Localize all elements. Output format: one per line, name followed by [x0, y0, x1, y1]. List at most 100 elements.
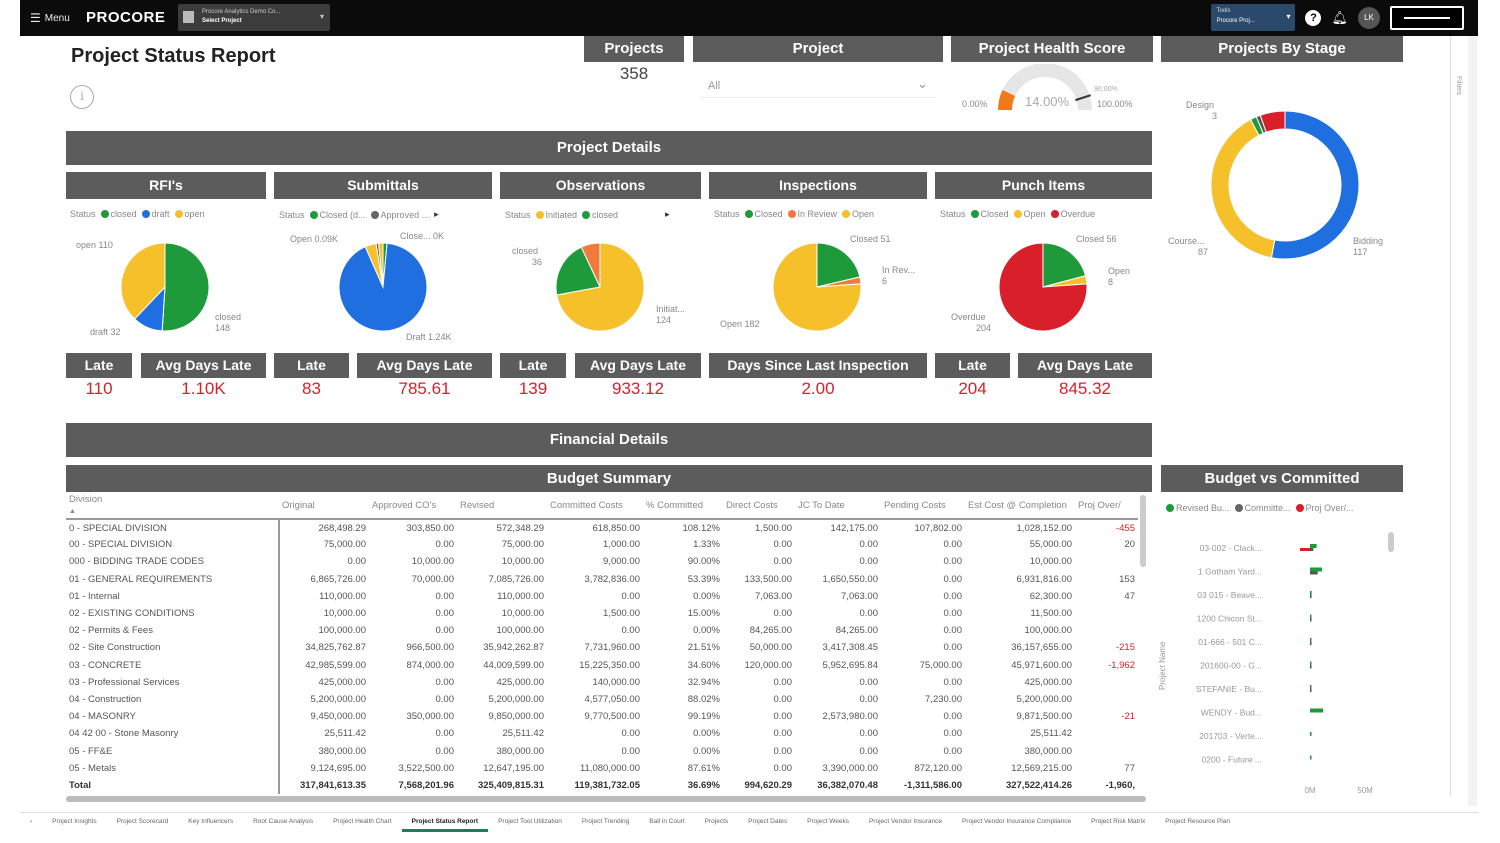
- revised-budget-bar[interactable]: [1310, 732, 1312, 736]
- column-header[interactable]: Approved CO's: [369, 492, 457, 520]
- report-tab[interactable]: Project Vendor Insurance: [868, 818, 942, 825]
- table-row[interactable]: 000 - BIDDING TRADE CODES 0.00 10,000.00 10…: [66, 553, 1138, 571]
- punch-items-pie-chart[interactable]: [998, 242, 1088, 332]
- committed-bar[interactable]: [1310, 571, 1318, 575]
- committed-bar[interactable]: [1310, 689, 1312, 692]
- table-row[interactable]: 02 - Permits & Fees 100,000.00 0.00 100,000…: [66, 622, 1138, 640]
- table-row[interactable]: 04 42 00 - Stone Masonry 25,511.42 0.00 25,…: [66, 725, 1138, 743]
- committed-bar[interactable]: [1310, 642, 1312, 645]
- column-header[interactable]: % Committed: [643, 492, 723, 520]
- chart-scrollbar[interactable]: [1388, 532, 1394, 552]
- legend-item-closed[interactable]: Closed: [744, 209, 783, 219]
- punch-slice-2[interactable]: [998, 242, 1088, 332]
- table-row[interactable]: 01 - GENERAL REQUIREMENTS 6,865,726.00 70,…: [66, 570, 1138, 588]
- report-tab[interactable]: Project Status Report: [401, 813, 489, 832]
- report-tab[interactable]: Projects: [704, 818, 729, 825]
- info-icon[interactable]: i: [70, 85, 94, 109]
- legend-item-initiated[interactable]: Initiated: [535, 210, 577, 220]
- inspections-slice-0[interactable]: [816, 242, 861, 288]
- projects-by-stage-donut[interactable]: [1200, 100, 1370, 270]
- legend-item-committed[interactable]: Committe...: [1234, 503, 1291, 513]
- stage-slice-4[interactable]: [1259, 110, 1286, 133]
- report-tab[interactable]: Project Insights: [52, 818, 97, 825]
- table-row[interactable]: 0 - SPECIAL DIVISION 268,498.29 303,850.00…: [66, 519, 1138, 537]
- table-row[interactable]: 04 - Construction 5,200,000.00 0.00 5,200,0…: [66, 690, 1138, 709]
- help-icon[interactable]: ?: [1305, 9, 1322, 26]
- inspections-slice-2[interactable]: [772, 242, 862, 332]
- committed-bar[interactable]: [1310, 665, 1312, 669]
- revised-budget-bar[interactable]: [1310, 591, 1312, 595]
- report-tab[interactable]: Project Health Chart: [333, 818, 392, 825]
- revised-budget-bar[interactable]: [1310, 567, 1323, 572]
- rfis-pie-chart[interactable]: [120, 242, 210, 332]
- table-horizontal-scrollbar[interactable]: [66, 796, 1146, 802]
- table-row[interactable]: 05 - FF&E 380,000.00 0.00 380,000.00 0.00 0.0…: [66, 742, 1138, 760]
- column-header[interactable]: Proj Over/: [1075, 492, 1138, 520]
- project-selector[interactable]: Procore Analytics Demo Co... Select Proj…: [178, 4, 330, 31]
- committed-bar[interactable]: [1310, 548, 1314, 551]
- legend-item-overdue[interactable]: Overdue: [1050, 209, 1095, 219]
- report-tab[interactable]: Project Tool Utilization: [498, 818, 562, 825]
- column-header[interactable]: Direct Costs: [723, 492, 795, 520]
- inspections-pie-chart[interactable]: [772, 242, 862, 332]
- legend-item-proj-over[interactable]: Proj Over/...: [1295, 503, 1354, 513]
- legend-item-closed[interactable]: closed: [100, 209, 137, 219]
- submittals-pie-chart[interactable]: [338, 242, 428, 332]
- tabs-prev-arrow-icon[interactable]: ‹: [30, 818, 33, 825]
- rfis-slice-0[interactable]: [161, 242, 210, 332]
- revised-budget-bar[interactable]: [1310, 544, 1317, 548]
- revised-budget-bar[interactable]: [1310, 614, 1312, 619]
- legend-item-revised-budget[interactable]: Revised Bu...: [1166, 503, 1230, 513]
- committed-bar[interactable]: [1310, 618, 1312, 622]
- table-row[interactable]: 02 - Site Construction 34,825,762.87 966,5…: [66, 639, 1138, 657]
- procore-logo[interactable]: PROCORE: [86, 9, 166, 26]
- menu-button[interactable]: ☰ Menu: [30, 11, 70, 25]
- report-tab[interactable]: Root Cause Analysis: [253, 818, 314, 825]
- table-row[interactable]: 05 - Metals 9,124,695.00 3,522,500.00 12,64…: [66, 759, 1138, 777]
- proj-over-bar[interactable]: [1300, 548, 1310, 551]
- legend-item-open[interactable]: Open: [842, 209, 874, 219]
- column-header[interactable]: Pending Costs: [881, 492, 965, 520]
- stage-slice-1[interactable]: [1210, 118, 1276, 259]
- legend-item-open[interactable]: Open: [1013, 209, 1046, 219]
- page-scrollbar[interactable]: [1468, 36, 1477, 806]
- report-tab[interactable]: Project Weeks: [807, 818, 849, 825]
- revised-budget-bar[interactable]: [1310, 638, 1312, 642]
- table-vertical-scrollbar[interactable]: [1140, 495, 1146, 567]
- budget-vs-committed-chart[interactable]: 03-002 - Clack... 1 Gotham Yard... 03 015 …: [1170, 530, 1400, 800]
- committed-bar[interactable]: [1310, 595, 1312, 598]
- project-filter-dropdown[interactable]: All ⌄: [700, 76, 936, 98]
- legend-item-closed[interactable]: Closed: [970, 209, 1009, 219]
- tool-selector[interactable]: Tools Procore Proj... ▾: [1211, 4, 1296, 31]
- report-tab[interactable]: Project Trending: [581, 818, 630, 825]
- observations-slice-2[interactable]: [580, 242, 601, 288]
- revised-budget-bar[interactable]: [1310, 661, 1312, 666]
- table-row[interactable]: 03 - CONCRETE 42,985,599.00 874,000.00 44,0…: [66, 656, 1138, 674]
- column-header[interactable]: JC To Date: [795, 492, 881, 520]
- revised-budget-bar[interactable]: [1310, 755, 1312, 760]
- bell-icon[interactable]: 🔔︎: [1331, 9, 1348, 25]
- punch-slice-0[interactable]: [1042, 242, 1087, 288]
- report-tab[interactable]: Ball in Court: [649, 818, 685, 825]
- table-row[interactable]: 01 - Internal 110,000.00 0.00 110,000.00 0.0…: [66, 587, 1138, 605]
- observations-pie-chart[interactable]: [555, 242, 645, 332]
- submittals-slice-1[interactable]: [338, 242, 428, 332]
- legend-item-closed[interactable]: Closed (d...: [309, 210, 366, 220]
- report-tab[interactable]: Project Dates: [748, 818, 788, 825]
- report-tab[interactable]: Project Vendor Insurance Compliance: [961, 818, 1072, 825]
- rfis-slice-2[interactable]: [120, 242, 166, 320]
- legend-item-closed[interactable]: closed: [582, 210, 618, 220]
- table-total-row[interactable]: Total 317,841,613.35 7,568,201.96 325,409,8…: [66, 776, 1138, 794]
- table-row[interactable]: 00 - SPECIAL DIVISION 75,000.00 0.00 75,000…: [66, 536, 1138, 554]
- legend-next-arrow-icon[interactable]: ▸: [665, 209, 670, 219]
- legend-item-in-review[interactable]: In Review: [787, 209, 837, 219]
- report-tab[interactable]: Project Resource Plan: [1165, 818, 1230, 825]
- legend-next-arrow-icon[interactable]: ▸: [434, 209, 439, 219]
- report-tab[interactable]: Project Scorecard: [116, 818, 169, 825]
- table-row[interactable]: 02 - EXISTING CONDITIONS 10,000.00 0.00 10,…: [66, 604, 1138, 623]
- table-row[interactable]: 04 - MASONRY 9,450,000.00 350,000.00 9,850,…: [66, 708, 1138, 726]
- report-tab[interactable]: Key Influencers: [188, 818, 234, 825]
- report-tab[interactable]: Project Risk Matrix: [1091, 818, 1146, 825]
- company-logo[interactable]: [1390, 5, 1464, 30]
- observations-slice-1[interactable]: [555, 246, 601, 296]
